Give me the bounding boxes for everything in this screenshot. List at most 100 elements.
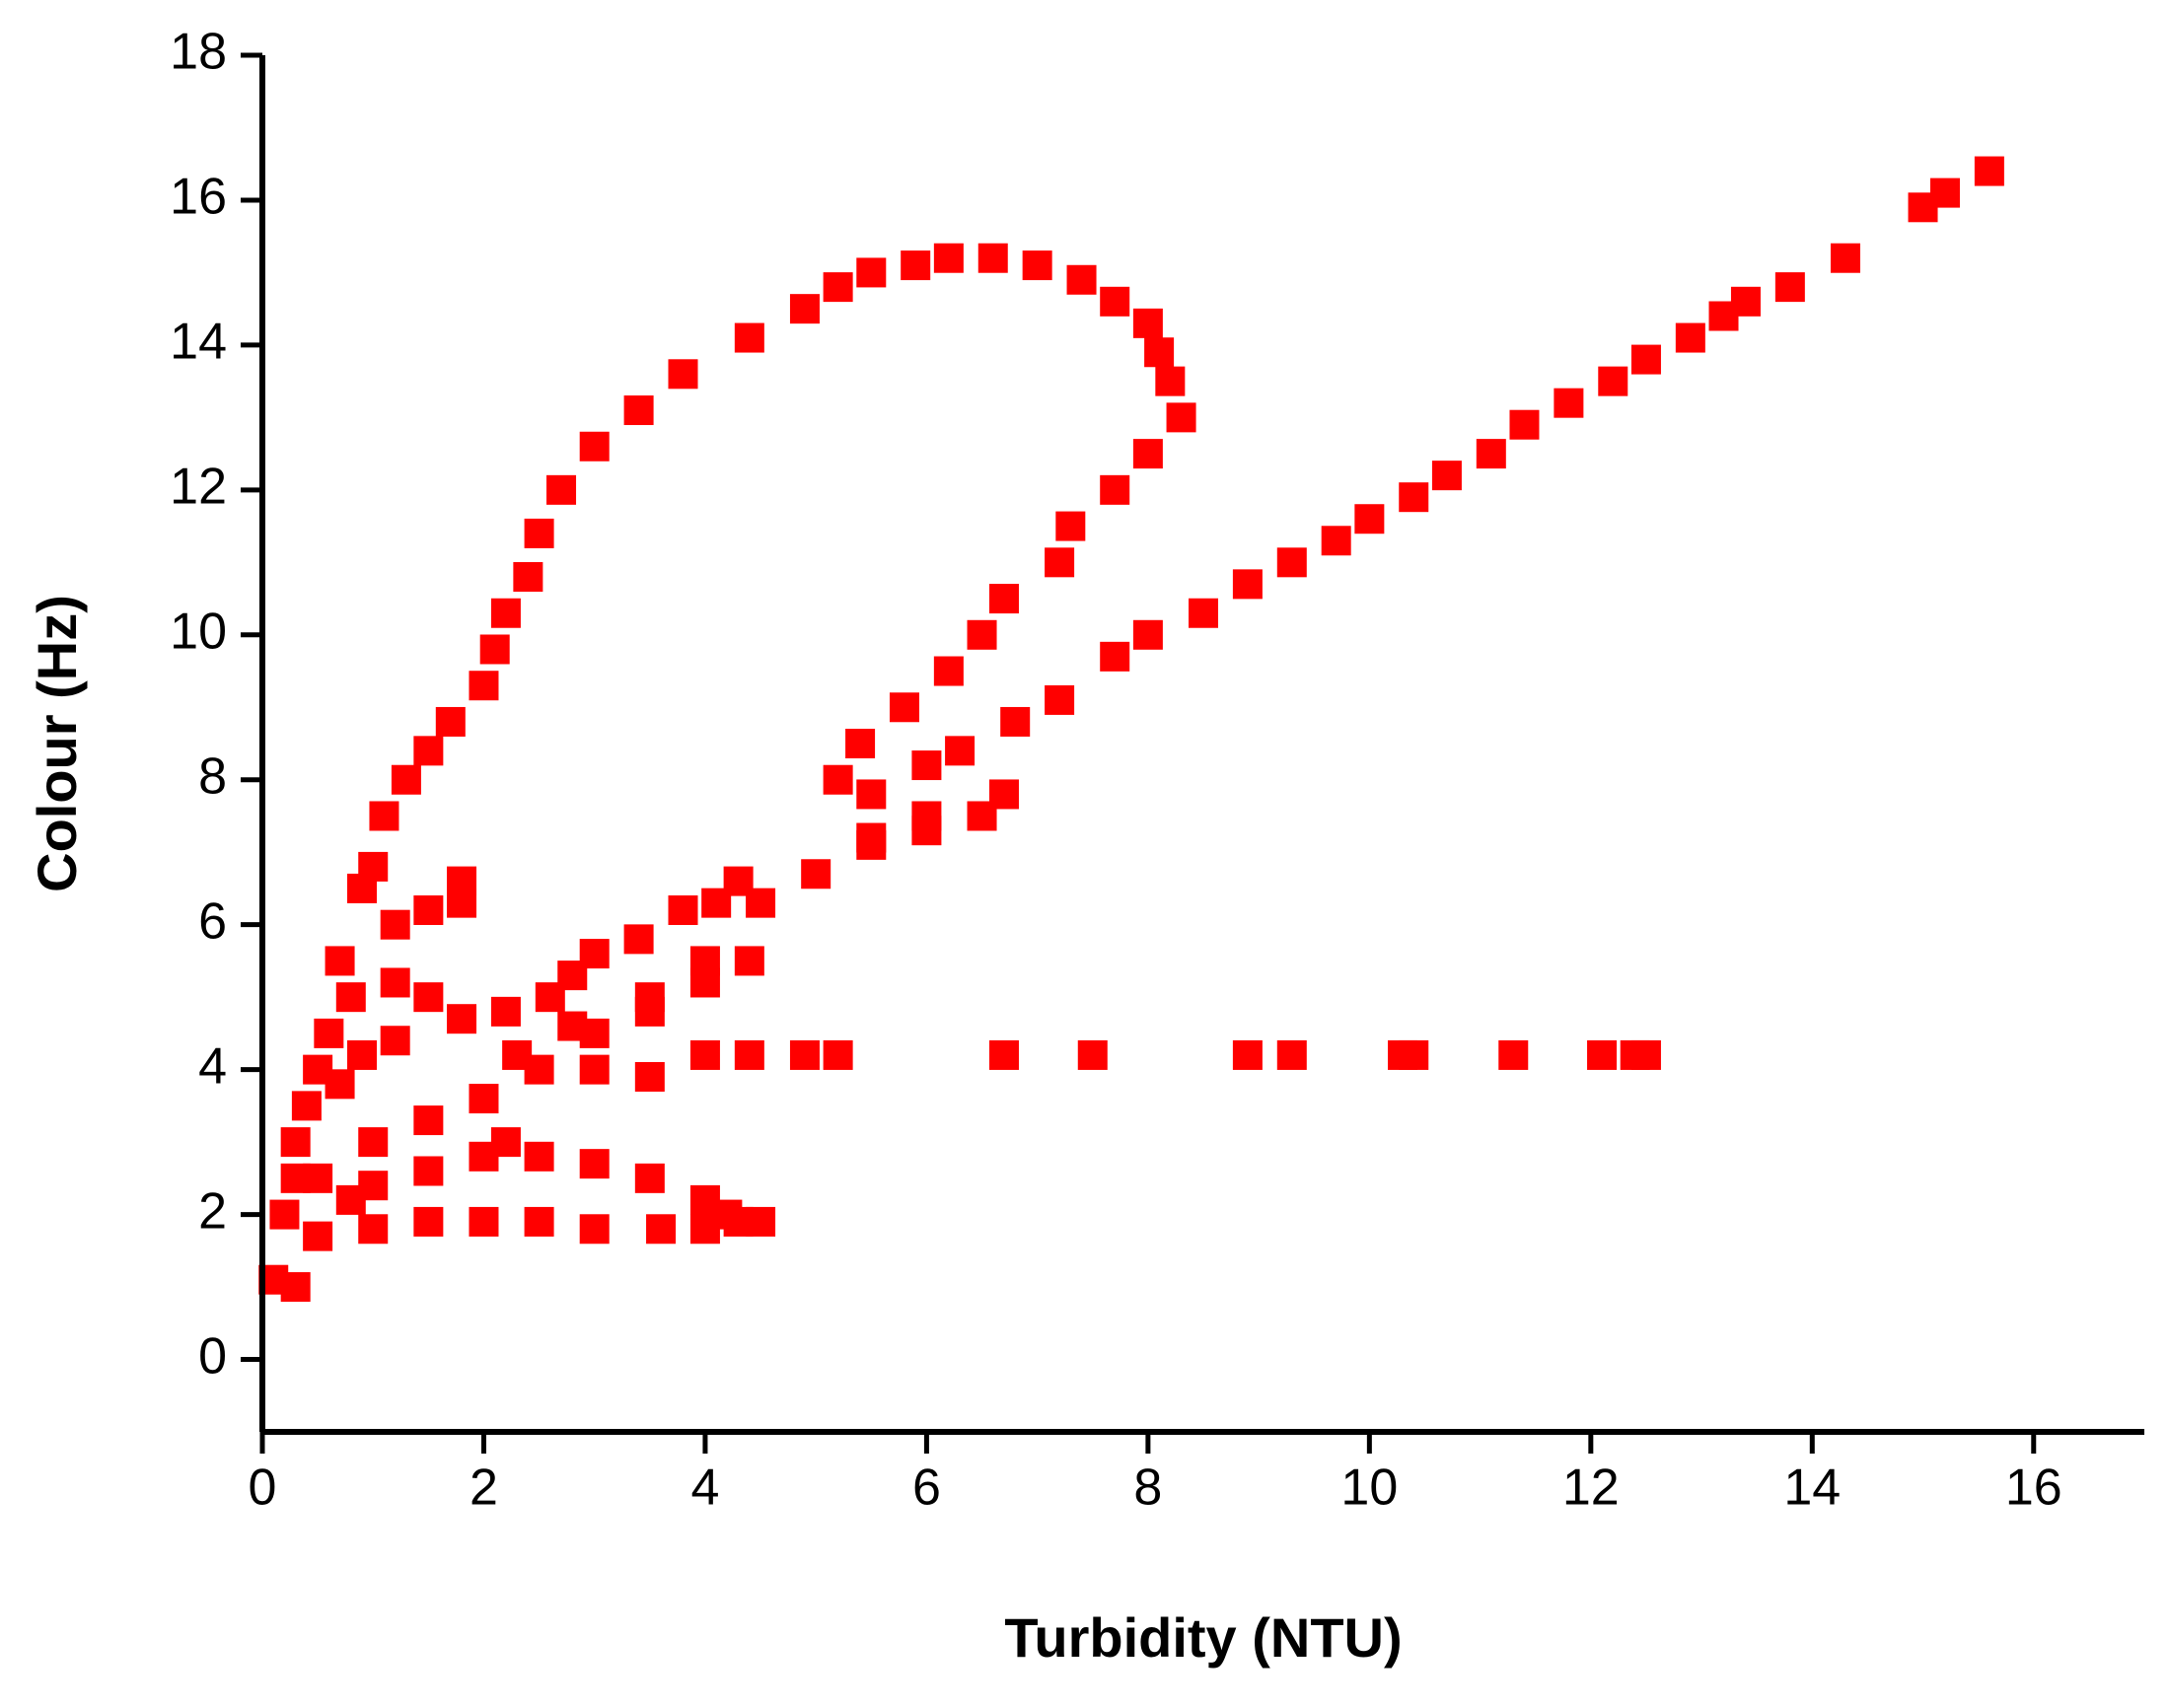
x-tick-label: 14 (1783, 1459, 1841, 1517)
point (1189, 598, 1218, 628)
point (856, 822, 887, 853)
y-tick-label: 18 (170, 24, 227, 81)
point (546, 474, 577, 505)
x-tick-label: 16 (2005, 1459, 2062, 1517)
point (623, 924, 654, 955)
point (280, 1272, 311, 1303)
point (469, 1141, 499, 1172)
point (435, 706, 466, 737)
point (490, 598, 521, 628)
point (1431, 461, 1462, 491)
point (1100, 641, 1130, 672)
point (1000, 706, 1031, 737)
point (967, 801, 997, 831)
point (1276, 547, 1307, 578)
y-tick-label: 8 (198, 747, 227, 805)
point (413, 982, 444, 1013)
point (413, 736, 444, 766)
point (789, 1039, 820, 1070)
point (1630, 344, 1661, 375)
point (856, 779, 887, 810)
point (1774, 272, 1805, 303)
point (579, 1054, 610, 1085)
point (469, 1084, 499, 1114)
point (303, 1163, 333, 1193)
point (325, 946, 355, 976)
point (668, 359, 698, 390)
point (1155, 366, 1186, 396)
point (823, 1039, 853, 1070)
point (668, 894, 698, 925)
point (1399, 482, 1429, 513)
point (447, 888, 477, 918)
point (413, 1156, 444, 1186)
point (1100, 286, 1130, 317)
point (579, 1214, 610, 1245)
point (380, 967, 410, 998)
point (490, 996, 521, 1027)
point (1144, 337, 1175, 368)
point (1730, 286, 1761, 317)
x-tick-label: 4 (690, 1459, 719, 1517)
point (1598, 366, 1628, 396)
point (901, 250, 931, 281)
point (1055, 511, 1086, 541)
point (1132, 308, 1163, 338)
point (291, 1091, 322, 1121)
point (413, 1206, 444, 1237)
point (380, 909, 410, 940)
point (1675, 322, 1705, 353)
point (646, 1214, 677, 1245)
point (856, 257, 887, 288)
point (889, 692, 919, 723)
point (1587, 1039, 1618, 1070)
point (801, 859, 831, 890)
point (1399, 1039, 1429, 1070)
point (303, 1221, 333, 1251)
point (634, 1163, 665, 1193)
point (1045, 547, 1075, 578)
point (447, 1004, 477, 1034)
point (967, 619, 997, 650)
y-axis-title: Colour (Hz) (26, 595, 88, 892)
point (1066, 264, 1097, 295)
point (369, 801, 399, 831)
point (789, 294, 820, 324)
point (469, 1206, 499, 1237)
point (623, 395, 654, 426)
y-tick-label: 0 (198, 1327, 227, 1385)
point (933, 656, 964, 686)
point (746, 1206, 776, 1237)
point (977, 243, 1008, 273)
x-tick-label: 6 (912, 1459, 941, 1517)
y-tick-label: 12 (170, 459, 227, 516)
point (269, 1199, 300, 1230)
point (845, 729, 876, 758)
point (579, 939, 610, 969)
point (945, 736, 976, 766)
point (1554, 388, 1584, 418)
point (335, 982, 366, 1013)
point (823, 272, 853, 303)
point (1077, 1039, 1108, 1070)
point (325, 1069, 355, 1100)
point (1498, 1039, 1529, 1070)
point (723, 866, 754, 896)
point (469, 671, 499, 701)
point (689, 967, 720, 998)
point (1166, 402, 1196, 433)
point (1476, 439, 1506, 469)
y-tick-label: 16 (170, 169, 227, 226)
point (1929, 178, 1960, 208)
x-axis-title: Turbidity (NTU) (1004, 1606, 1402, 1669)
point (1132, 439, 1163, 469)
point (524, 1206, 554, 1237)
x-tick-label: 10 (1340, 1459, 1398, 1517)
point (1045, 684, 1075, 715)
point (1509, 409, 1540, 440)
y-tick-label: 10 (170, 604, 227, 661)
point (557, 1011, 588, 1041)
point (1100, 474, 1130, 505)
point (1232, 569, 1263, 600)
